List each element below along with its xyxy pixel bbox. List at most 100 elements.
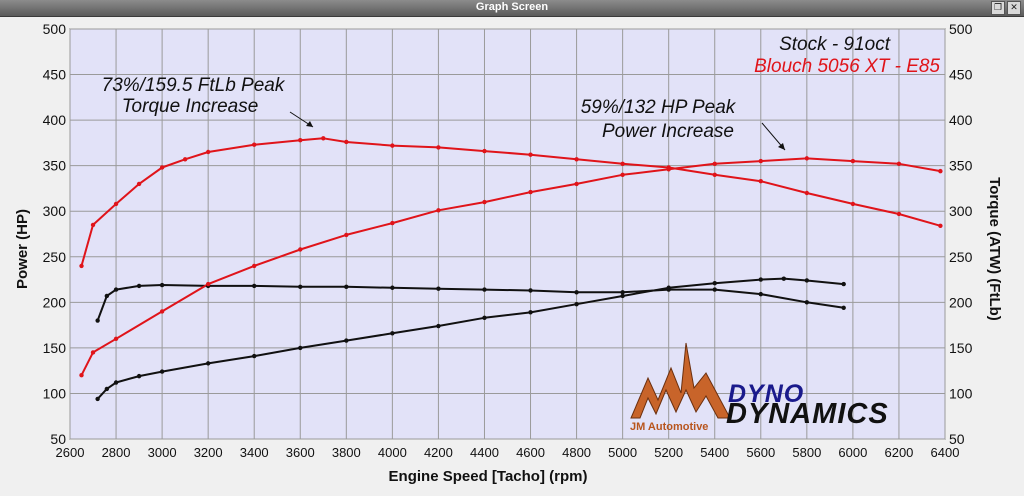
data-point-torque <box>390 143 395 148</box>
data-point-power <box>90 350 96 355</box>
torque-annotation-line2: Torque Increase <box>122 96 259 117</box>
x-tick-label: 5000 <box>608 445 637 460</box>
data-point-torque <box>90 222 96 228</box>
data-point-power <box>159 309 165 314</box>
data-point-torque <box>804 300 810 305</box>
y-tick-label-right: 300 <box>949 203 973 219</box>
data-point-power <box>938 168 943 174</box>
data-point-power <box>574 181 579 187</box>
restore-icon[interactable]: ❐ <box>991 1 1005 15</box>
data-point-power <box>528 310 533 315</box>
y-tick-label-right: 200 <box>949 294 973 310</box>
data-point-torque <box>841 305 846 310</box>
data-point-torque <box>252 142 257 147</box>
data-point-torque <box>482 287 487 292</box>
data-point-power <box>666 167 671 172</box>
x-tick-label: 3000 <box>148 445 177 460</box>
x-tick-label: 6000 <box>838 445 867 460</box>
data-point-power <box>574 301 579 307</box>
data-point-power <box>344 232 349 238</box>
series-line-torque <box>96 284 844 321</box>
data-point-torque <box>321 136 326 141</box>
data-point-torque <box>205 149 211 155</box>
data-point-torque <box>620 290 625 295</box>
y-tick-label-left: 50 <box>50 431 66 447</box>
data-point-power <box>298 247 303 252</box>
data-point-power <box>758 158 763 164</box>
y-tick-label-right: 350 <box>949 158 973 174</box>
y-tick-label-left: 350 <box>43 158 67 174</box>
data-point-torque <box>574 157 579 162</box>
data-point-torque <box>758 178 763 184</box>
data-point-torque <box>620 161 625 167</box>
data-point-torque <box>436 286 441 291</box>
data-point-power <box>298 345 303 351</box>
x-tick-label: 3800 <box>332 445 361 460</box>
torque-annotation-line1: 73%/159.5 FtLb Peak <box>102 75 286 96</box>
y-axis-label-left: Power (HP) <box>14 209 31 289</box>
y-tick-label-right: 50 <box>949 431 965 447</box>
close-icon[interactable]: ✕ <box>1007 1 1021 15</box>
y-tick-label-left: 150 <box>43 340 67 356</box>
data-point-torque <box>758 291 763 297</box>
data-point-torque <box>712 172 717 177</box>
data-point-torque <box>113 287 119 292</box>
x-tick-label: 5800 <box>792 445 821 460</box>
data-point-power <box>113 380 119 385</box>
data-point-power <box>252 353 257 359</box>
data-point-torque <box>95 318 100 323</box>
data-point-power <box>136 373 142 379</box>
power-annotation-line2: Power Increase <box>602 121 734 142</box>
data-point-power <box>758 277 763 282</box>
data-point-torque <box>938 223 943 228</box>
data-point-torque <box>804 190 810 196</box>
x-tick-label: 4800 <box>562 445 591 460</box>
series-line-torque <box>80 137 941 267</box>
x-tick-label: 6400 <box>931 445 960 460</box>
data-point-torque <box>298 284 303 290</box>
data-point-torque <box>104 293 110 299</box>
y-axis-label-right: Torque (ATW) (FtLb) <box>986 177 1003 321</box>
data-point-power <box>666 285 671 290</box>
torque-arrow-head <box>306 121 313 127</box>
dyno-logo-bottom: DYNAMICS <box>726 398 889 430</box>
y-tick-label-left: 300 <box>43 203 67 219</box>
data-point-power <box>113 336 119 341</box>
y-tick-label-right: 450 <box>949 67 973 83</box>
y-tick-label-left: 250 <box>43 249 67 265</box>
data-point-power <box>390 220 395 226</box>
data-point-power <box>482 315 487 321</box>
data-point-power <box>79 373 84 378</box>
x-tick-label: 6200 <box>884 445 913 460</box>
data-point-power <box>712 281 717 286</box>
data-point-torque <box>436 145 441 150</box>
data-point-torque <box>528 288 533 293</box>
data-point-power <box>841 281 846 287</box>
dyno-logo-top: DYNO <box>728 380 805 408</box>
data-point-torque <box>850 201 856 207</box>
axis-ticks: 2600 2800 3000 3200 3400 3600 3800 4000 4200 4400… <box>43 21 973 460</box>
y-tick-label-right: 250 <box>949 249 973 265</box>
y-tick-label-left: 400 <box>43 112 67 128</box>
y-tick-label-right: 400 <box>949 112 973 128</box>
y-tick-label-left: 450 <box>43 67 67 83</box>
data-point-power <box>712 161 717 167</box>
data-point-torque <box>390 285 395 290</box>
y-tick-label-right: 500 <box>949 21 973 37</box>
data-point-torque <box>182 157 188 162</box>
data-point-power <box>804 156 810 161</box>
window-title: Graph Screen <box>475 1 549 13</box>
data-point-power <box>804 278 810 283</box>
title-bar: Graph Screen ❐ ✕ <box>0 0 1024 17</box>
data-point-torque <box>79 263 84 269</box>
data-point-power <box>205 281 211 287</box>
y-tick-label-left: 200 <box>43 294 67 310</box>
data-point-torque <box>113 201 119 207</box>
y-tick-label-right: 100 <box>949 385 973 401</box>
x-axis-label: Engine Speed [Tacho] (rpm) <box>389 468 588 485</box>
legend-stock: Stock - 91oct <box>779 34 891 55</box>
data-point-power <box>620 172 625 177</box>
data-point-power <box>252 263 257 269</box>
data-point-power <box>850 158 856 164</box>
